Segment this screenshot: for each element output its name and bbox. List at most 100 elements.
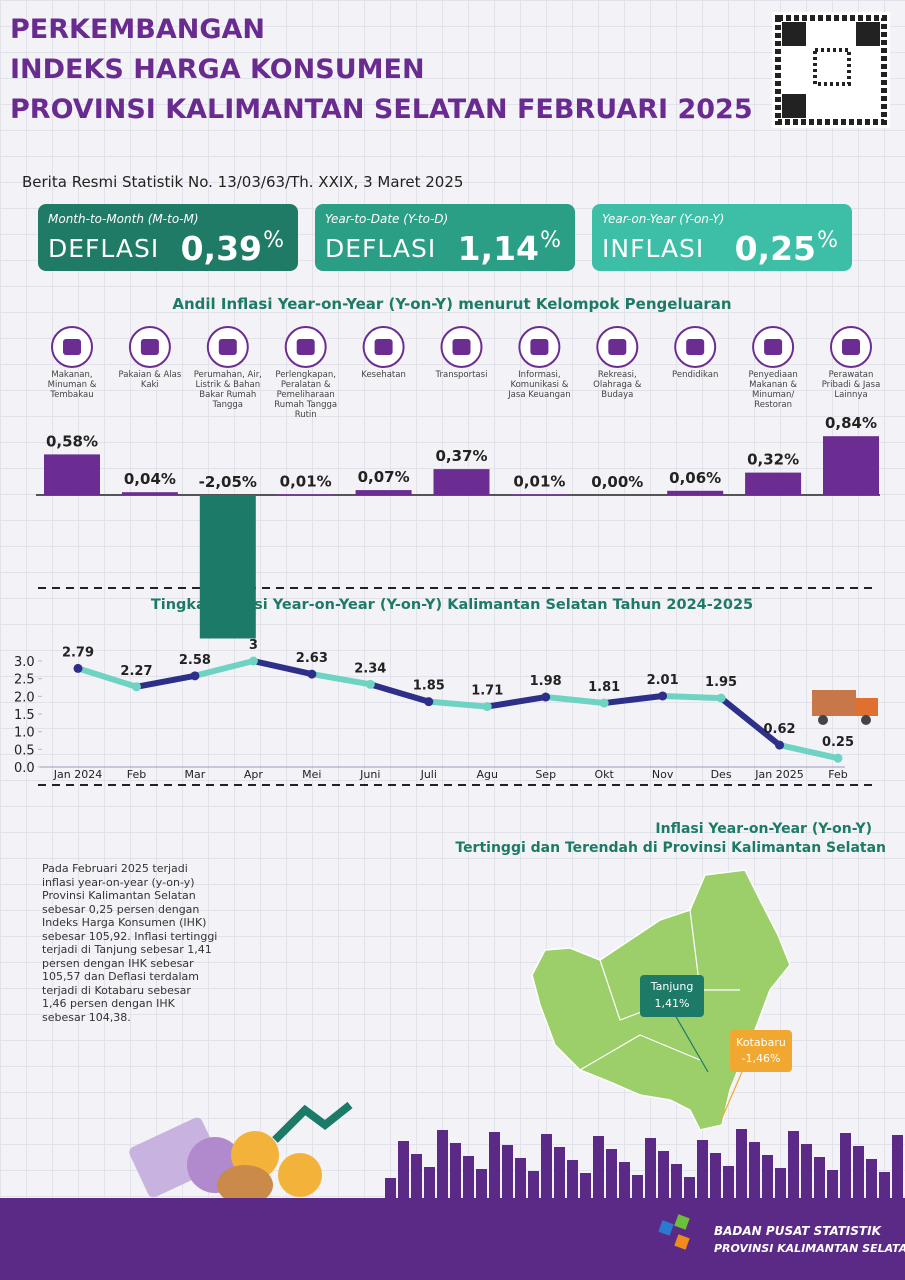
- building: [632, 1175, 643, 1198]
- map-title: Tertinggi dan Terendah di Provinsi Kalim…: [455, 840, 886, 856]
- line-segment: [367, 681, 432, 705]
- value-label: 1.85: [413, 679, 445, 694]
- line-segment: [133, 672, 198, 690]
- category-icon-glyph: [764, 339, 783, 355]
- bar-chart-title: Andil Inflasi Year-on-Year (Y-on-Y) menu…: [172, 295, 731, 313]
- y-tick-label: 2.0: [14, 690, 35, 705]
- building: [502, 1145, 513, 1198]
- bar: [823, 436, 879, 495]
- value-label: 1.71: [471, 684, 503, 699]
- category-icon-glyph: [608, 339, 627, 355]
- x-tick-label: Agu: [476, 768, 497, 781]
- line-chart-title: Tingkat Inflasi Year-on-Year (Y-on-Y) Ka…: [151, 597, 753, 613]
- line-segment: [542, 694, 608, 707]
- building: [593, 1136, 604, 1198]
- category-icon-glyph: [63, 339, 81, 355]
- point: [833, 753, 843, 763]
- x-tick-label: Feb: [828, 768, 847, 781]
- value-label: 3: [249, 638, 258, 653]
- card-unit: %: [263, 228, 284, 253]
- summary-text: Pada Februari 2025 terjadi inflasi year-…: [42, 862, 218, 1024]
- category-label: Perawatan Pribadi & Jasa Lainnya: [821, 370, 881, 400]
- card-label: Month-to-Month (M-to-M): [48, 212, 199, 226]
- value-label: 0,06%: [669, 469, 721, 487]
- bar: [199, 495, 256, 639]
- line-segment: [718, 695, 783, 749]
- line-segment: [601, 692, 666, 707]
- value-label: 0,84%: [825, 414, 877, 432]
- line-segment: [75, 665, 140, 690]
- map-label-value: -1,46%: [742, 1052, 781, 1065]
- card-status: INFLASI: [602, 234, 705, 263]
- title-line: PERKEMBANGAN: [10, 14, 265, 45]
- line-segment: [250, 658, 315, 678]
- bar: [745, 472, 802, 495]
- category-label: Perumahan, Air, Listrik & Bahan Bakar Ru…: [193, 370, 262, 410]
- category-icon-glyph: [218, 339, 237, 355]
- point: [190, 671, 200, 681]
- value-label: 1.81: [588, 680, 620, 695]
- category-icon-glyph: [452, 339, 471, 355]
- bar: [277, 494, 334, 495]
- category-icon-glyph: [686, 339, 705, 355]
- point: [365, 679, 375, 689]
- value-label: 0,04%: [124, 470, 176, 488]
- value-label: 0,00%: [591, 473, 643, 491]
- building: [853, 1146, 864, 1198]
- bar: [433, 469, 490, 495]
- x-tick-label: Mei: [302, 768, 321, 781]
- building: [541, 1134, 552, 1198]
- building: [788, 1131, 799, 1198]
- value-label: 2.79: [62, 645, 94, 660]
- qr-code: [772, 12, 890, 128]
- category-icon-glyph: [374, 339, 393, 355]
- title-line: INDEKS HARGA KONSUMEN: [10, 54, 425, 85]
- skyline: [385, 1129, 903, 1198]
- building: [749, 1142, 760, 1198]
- category-label: Pendidikan: [672, 370, 719, 380]
- category-label: Pakaian & Alas Kaki: [118, 370, 182, 390]
- bar: [355, 490, 412, 495]
- building: [671, 1164, 682, 1198]
- building: [658, 1151, 669, 1198]
- point: [248, 656, 258, 666]
- value-label: 1.98: [530, 674, 562, 689]
- building: [684, 1177, 695, 1198]
- y-tick-label: 0.5: [14, 743, 35, 758]
- value-label: 0,07%: [358, 468, 410, 486]
- card-label: Year-to-Date (Y-to-D): [325, 212, 449, 226]
- value-label: 2.01: [647, 673, 679, 688]
- point: [131, 682, 141, 692]
- building: [580, 1173, 591, 1198]
- point: [307, 669, 317, 679]
- bar: [511, 494, 568, 495]
- map: Tanjung 1,41% Kotabaru -1,46%: [531, 869, 792, 1131]
- category-label: Perlengkapan, Peralatan & Pemeliharaan R…: [274, 370, 338, 420]
- card-value: 1,14: [457, 229, 539, 268]
- value-label: 2.34: [354, 661, 386, 676]
- point: [716, 693, 726, 703]
- map-label-value: 1,41%: [655, 997, 690, 1010]
- building: [554, 1147, 565, 1198]
- value-label: 0.62: [763, 722, 795, 737]
- building: [437, 1130, 448, 1198]
- building: [424, 1167, 435, 1198]
- y-tick-label: 1.0: [14, 726, 35, 741]
- truck-icon: [812, 690, 878, 725]
- card-value: 0,39: [180, 229, 262, 268]
- building: [866, 1159, 877, 1198]
- value-label: 2.63: [296, 651, 328, 666]
- category-label: Rekreasi, Olahraga & Budaya: [593, 370, 642, 400]
- building: [515, 1158, 526, 1198]
- building: [762, 1155, 773, 1198]
- category-label: Kesehatan: [361, 370, 406, 380]
- x-tick-label: Apr: [244, 768, 264, 781]
- line-segment: [191, 658, 257, 679]
- summary-card: Year-to-Date (Y-to-D) DEFLASI 1,14%: [315, 204, 575, 271]
- building: [528, 1171, 539, 1198]
- building: [645, 1138, 656, 1198]
- map-label-name: Tanjung: [650, 980, 694, 993]
- building: [775, 1168, 786, 1198]
- category-label: Transportasi: [435, 370, 488, 380]
